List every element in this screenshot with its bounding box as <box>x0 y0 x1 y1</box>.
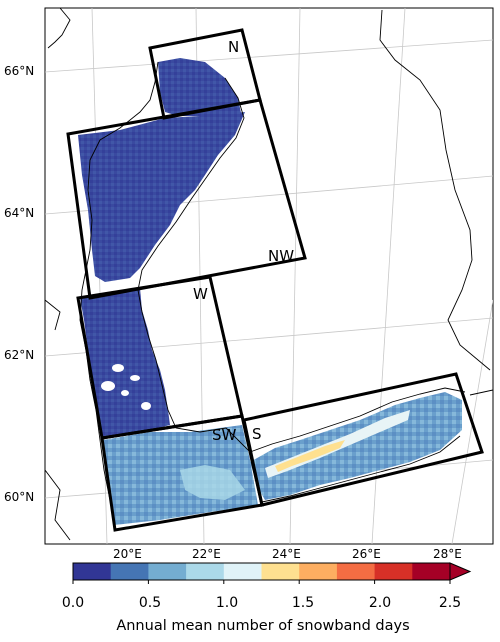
colorbar-segment <box>299 563 338 580</box>
colorbar-segment <box>336 563 376 580</box>
field-bay-of-bothnia <box>158 58 242 118</box>
lat-label-66: 66°N <box>4 64 34 78</box>
colorbar-segment <box>73 563 112 580</box>
colorbar-segment <box>412 563 451 580</box>
cb-tick-0: 0.0 <box>62 595 84 611</box>
region-label-s: S <box>252 425 262 443</box>
cb-tick-2: 1.0 <box>216 595 238 611</box>
colorbar-segment <box>374 563 413 580</box>
coastlines <box>45 8 493 541</box>
field-archipelago <box>103 425 258 525</box>
field-peak-band <box>275 440 345 472</box>
box-s <box>242 372 484 507</box>
lon-label-20: 20°E <box>113 547 142 561</box>
lat-label-64: 64°N <box>4 206 34 220</box>
cb-tick-1: 0.5 <box>139 595 161 611</box>
map-content <box>45 8 493 544</box>
lon-label-28: 28°E <box>433 547 462 561</box>
colorbar-segment <box>148 563 187 580</box>
cb-tick-3: 1.5 <box>292 595 314 611</box>
colorbar-segment <box>110 563 149 580</box>
field-bothnian-sea <box>80 288 170 438</box>
colorbar-segment <box>223 563 262 580</box>
box-nw <box>66 98 307 300</box>
region-label-w: W <box>193 285 208 303</box>
region-boxes <box>66 28 484 532</box>
cb-tick-4: 2.0 <box>369 595 391 611</box>
region-label-nw: NW <box>268 247 294 265</box>
region-label-n: N <box>228 38 239 56</box>
colorbar-segment <box>186 563 225 580</box>
region-label-sw: SW <box>212 426 237 444</box>
lat-label-60: 60°N <box>4 490 34 504</box>
islands-w <box>101 364 151 410</box>
colorbar <box>72 562 472 584</box>
lon-label-22: 22°E <box>192 547 221 561</box>
field-gulf-of-finland <box>250 392 462 500</box>
lat-label-62: 62°N <box>4 348 34 362</box>
lon-label-24: 24°E <box>272 547 301 561</box>
colorbar-segment <box>261 563 300 580</box>
colorbar-title: Annual mean number of snowband days <box>116 618 409 634</box>
colorbar-extend-arrow <box>449 562 472 581</box>
lon-label-26: 26°E <box>352 547 381 561</box>
cb-tick-5: 2.5 <box>439 595 461 611</box>
field-light-sw <box>180 465 245 500</box>
field-bothnian-bay-north <box>78 112 245 282</box>
colorbar-outline <box>72 562 451 581</box>
